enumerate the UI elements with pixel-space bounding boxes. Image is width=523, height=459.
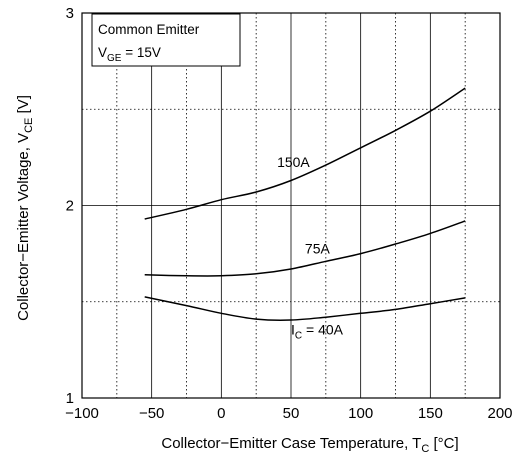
series-label: 75A bbox=[305, 241, 331, 257]
series-layer: 150A 75A IC = 40A bbox=[144, 87, 466, 341]
x-axis-title-sub: C bbox=[421, 443, 429, 455]
series-label-main: 150A bbox=[277, 154, 310, 170]
x-tick-label: −50 bbox=[139, 405, 164, 422]
legend: Common Emitter VGE = 15V bbox=[91, 13, 241, 67]
series-label: 150A bbox=[277, 154, 310, 170]
x-tick-label: 150 bbox=[418, 405, 443, 422]
y-axis-title-unit: [V] bbox=[15, 95, 32, 118]
legend-line-2: VGE = 15V bbox=[98, 45, 161, 64]
x-axis-title-unit: [°C] bbox=[429, 435, 458, 452]
series-label-sub: C bbox=[295, 330, 302, 341]
series-line bbox=[144, 87, 466, 220]
y-tick-label: 2 bbox=[66, 198, 74, 215]
series-line bbox=[144, 296, 466, 321]
series-label-main: I bbox=[291, 321, 295, 337]
grid bbox=[82, 13, 500, 398]
y-axis-title-main: Collector−Emitter Voltage, V bbox=[15, 133, 32, 321]
x-tick-label: −100 bbox=[65, 405, 99, 422]
x-tick-label: 100 bbox=[348, 405, 373, 422]
x-tick-label: 0 bbox=[217, 405, 225, 422]
y-tick-label: 1 bbox=[66, 390, 74, 407]
legend-line-2-main: V bbox=[98, 45, 107, 60]
plot-frame bbox=[81, 12, 501, 399]
series-label-rest: = 40A bbox=[302, 321, 344, 337]
y-tick-label: 3 bbox=[66, 5, 74, 22]
series-label-main: 75A bbox=[305, 241, 331, 257]
y-axis-title: Collector−Emitter Voltage, VCE [V] bbox=[15, 95, 35, 321]
series-line bbox=[144, 220, 466, 277]
x-tick-label: 200 bbox=[487, 405, 512, 422]
x-tick-label: 50 bbox=[283, 405, 300, 422]
legend-line-2-sub: GE bbox=[107, 53, 122, 64]
y-axis-title-sub: CE bbox=[23, 118, 35, 133]
legend-box bbox=[91, 13, 241, 67]
series-label: IC = 40A bbox=[291, 321, 344, 341]
legend-line-1: Common Emitter bbox=[98, 22, 200, 37]
x-axis-title-main: Collector−Emitter Case Temperature, T bbox=[161, 435, 421, 452]
tick-labels: −100 −50 0 50 100 150 200 1 2 3 bbox=[65, 5, 512, 422]
legend-line-2-rest: = 15V bbox=[121, 45, 160, 60]
x-axis-title: Collector−Emitter Case Temperature, TC [… bbox=[161, 435, 458, 455]
